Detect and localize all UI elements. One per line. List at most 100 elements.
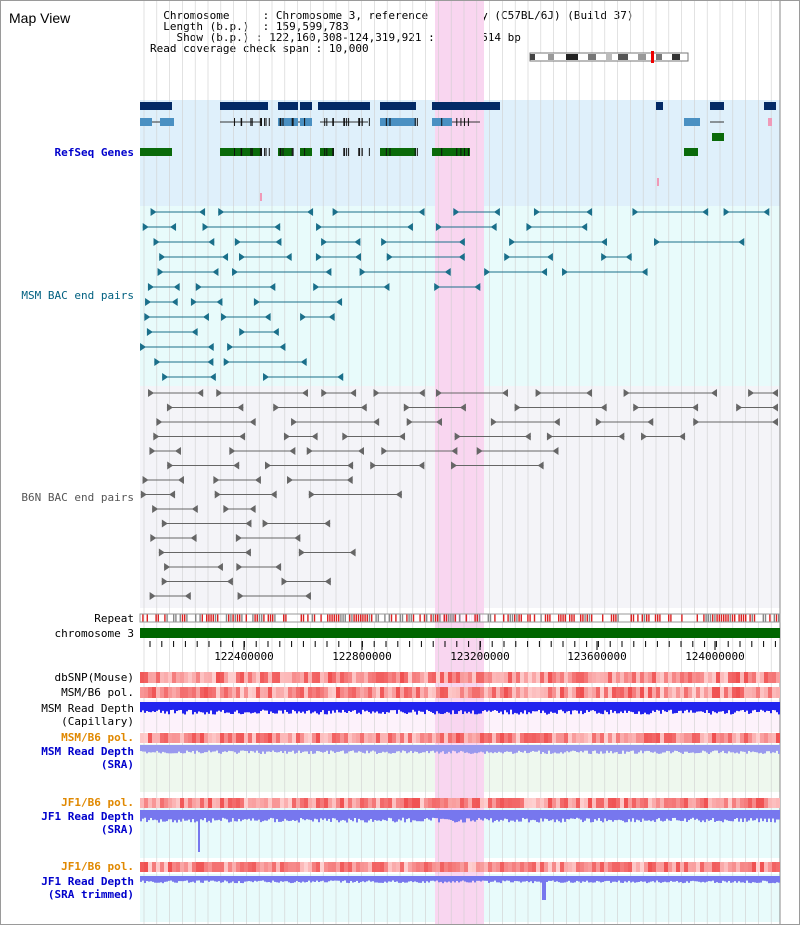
pol-cell	[400, 798, 404, 808]
depth-bar	[426, 876, 428, 882]
depth-bar	[590, 810, 592, 823]
pol-cell	[144, 733, 148, 743]
depth-bar	[356, 810, 358, 823]
bac-end-marker	[202, 313, 209, 321]
pol-cell	[340, 733, 344, 743]
depth-bar	[762, 810, 764, 822]
depth-bar	[142, 810, 144, 819]
label-b6n-bac[interactable]: B6N BAC end pairs	[21, 491, 134, 504]
b6n-bac-track[interactable]	[140, 389, 778, 600]
repeat-element	[225, 614, 228, 622]
repeat-element	[496, 614, 498, 622]
pol-cell	[352, 687, 356, 698]
depth-bar	[604, 702, 606, 711]
pol-cell	[692, 672, 696, 683]
pol-cell	[652, 687, 656, 698]
depth-bar	[406, 745, 408, 754]
depth-bar	[684, 702, 686, 711]
pol-cell	[340, 687, 344, 698]
repeat-element	[155, 614, 157, 622]
repeat-track[interactable]	[139, 613, 781, 623]
depth-bar	[310, 810, 312, 821]
pol-cell	[460, 733, 464, 743]
depth-bar	[276, 702, 278, 714]
pol-cell	[496, 733, 500, 743]
depth-bar	[210, 745, 212, 753]
depth-bar	[272, 876, 274, 881]
depth-bar	[492, 810, 494, 823]
depth-bar	[626, 702, 628, 713]
bac-end-marker	[223, 358, 230, 366]
depth-bar	[586, 745, 588, 751]
label-msm-bac[interactable]: MSM BAC end pairs	[21, 289, 134, 302]
pol-cell	[484, 672, 488, 683]
depth-bar	[672, 702, 674, 714]
depth-bar	[318, 745, 320, 752]
repeat-element	[357, 614, 360, 622]
label-refseq-genes[interactable]: RefSeq Genes	[54, 146, 134, 159]
depth-bar	[186, 876, 188, 881]
msm-bac-track[interactable]	[140, 208, 770, 381]
gene-block	[712, 133, 724, 141]
depth-bar	[502, 745, 504, 754]
depth-bar	[478, 876, 480, 881]
depth-bar	[286, 745, 288, 754]
pol-cell	[216, 862, 220, 872]
depth-bar	[208, 810, 210, 821]
refseq-genes-track[interactable]	[140, 102, 776, 201]
depth-bar	[600, 810, 602, 821]
depth-bar	[306, 810, 308, 820]
depth-bar	[520, 702, 522, 713]
depth-bar	[470, 810, 472, 822]
pol-cell	[428, 798, 432, 808]
pol-cell	[240, 862, 244, 872]
pol-cell	[224, 798, 228, 808]
depth-bar	[582, 810, 584, 823]
depth-bar	[680, 876, 682, 882]
pol-cell	[288, 798, 292, 808]
pol-cell	[696, 862, 700, 872]
pol-cell	[356, 672, 360, 683]
depth-bar	[508, 702, 510, 715]
depth-bar	[710, 702, 712, 715]
label-msm-depth-cap-2: (Capillary)	[61, 715, 134, 728]
depth-bar	[306, 876, 308, 882]
repeat-element	[450, 614, 452, 622]
depth-bar	[628, 876, 630, 881]
depth-bar	[772, 745, 774, 753]
depth-bar	[232, 702, 234, 714]
repeat-element	[703, 614, 705, 622]
repeat-element	[313, 614, 316, 622]
depth-bar	[452, 810, 454, 821]
depth-bar	[512, 810, 514, 821]
depth-bar	[588, 810, 590, 819]
depth-bar	[186, 702, 188, 712]
depth-bar	[290, 810, 292, 821]
pol-cell	[492, 862, 496, 872]
bac-end-marker	[150, 208, 157, 216]
depth-bar	[742, 810, 744, 823]
depth-bar	[502, 876, 504, 881]
pol-cell	[444, 687, 448, 698]
repeat-element	[368, 614, 371, 622]
pol-cell	[448, 687, 452, 698]
depth-bar	[460, 876, 462, 882]
bac-end-marker	[216, 563, 223, 571]
depth-bar	[752, 702, 754, 711]
depth-bar	[282, 876, 284, 882]
depth-bar	[750, 745, 752, 753]
bac-end-marker	[386, 253, 393, 261]
pol-cell	[424, 862, 428, 872]
depth-bar	[274, 745, 276, 753]
pol-cell	[456, 672, 460, 683]
depth-bar	[244, 876, 246, 882]
depth-bar	[370, 876, 372, 882]
bac-end-marker	[395, 490, 402, 499]
repeat-element	[360, 614, 362, 622]
chromosome-ideogram[interactable]	[529, 51, 689, 63]
depth-bar	[280, 702, 282, 711]
depth-bar	[536, 810, 538, 822]
pol-cell	[744, 733, 748, 743]
bac-end-marker	[207, 343, 214, 351]
pol-cell	[752, 672, 756, 683]
